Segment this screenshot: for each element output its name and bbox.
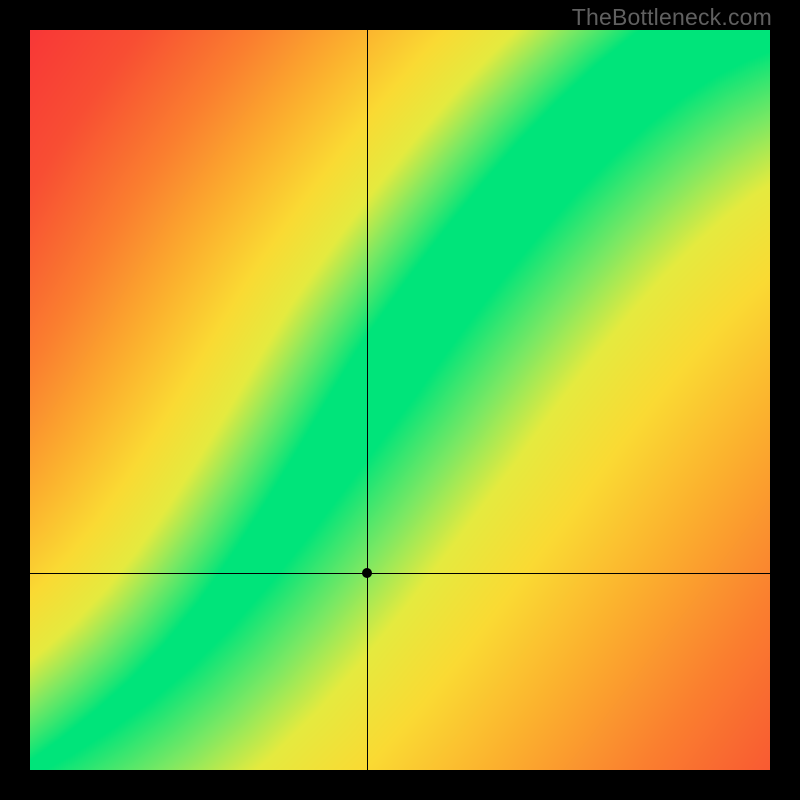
plot-area (30, 30, 770, 770)
watermark-text: TheBottleneck.com (572, 4, 772, 31)
chart-container: TheBottleneck.com (0, 0, 800, 800)
heatmap-canvas (30, 30, 770, 770)
